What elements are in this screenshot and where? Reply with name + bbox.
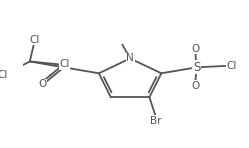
Text: O: O — [191, 44, 199, 54]
Text: O: O — [38, 79, 46, 89]
Text: Br: Br — [150, 116, 162, 126]
Text: Cl: Cl — [226, 61, 237, 71]
Text: N: N — [126, 53, 134, 63]
Text: Cl: Cl — [29, 34, 40, 45]
Text: Cl: Cl — [59, 59, 69, 69]
Text: S: S — [193, 61, 200, 74]
Text: Cl: Cl — [0, 70, 7, 80]
Text: O: O — [191, 81, 199, 91]
